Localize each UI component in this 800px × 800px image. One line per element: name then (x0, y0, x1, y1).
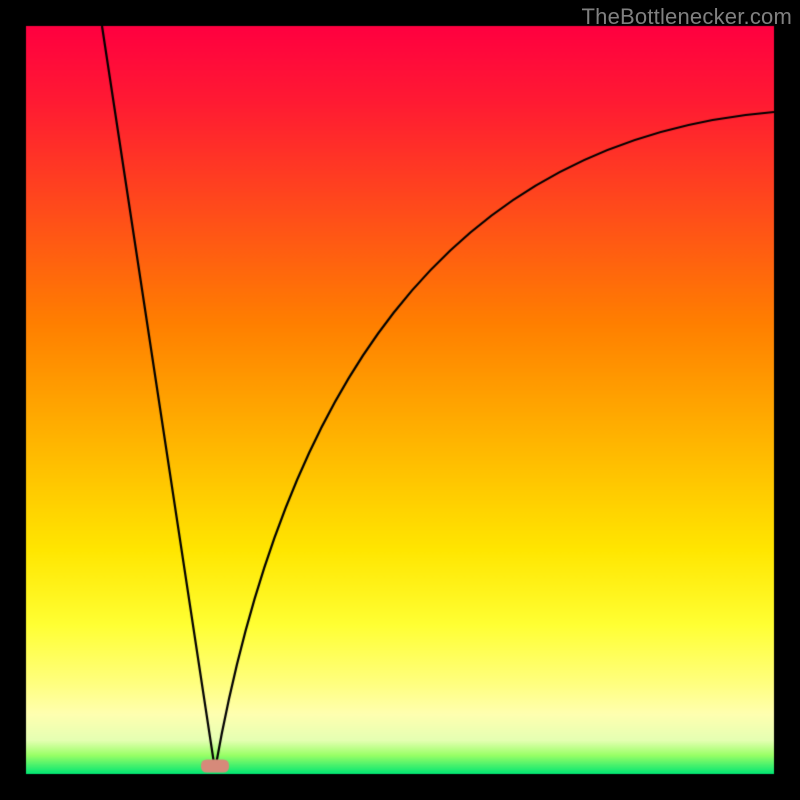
chart-container: TheBottlenecker.com (0, 0, 800, 800)
bottleneck-chart-canvas (0, 0, 800, 800)
watermark-text: TheBottlenecker.com (582, 4, 792, 30)
